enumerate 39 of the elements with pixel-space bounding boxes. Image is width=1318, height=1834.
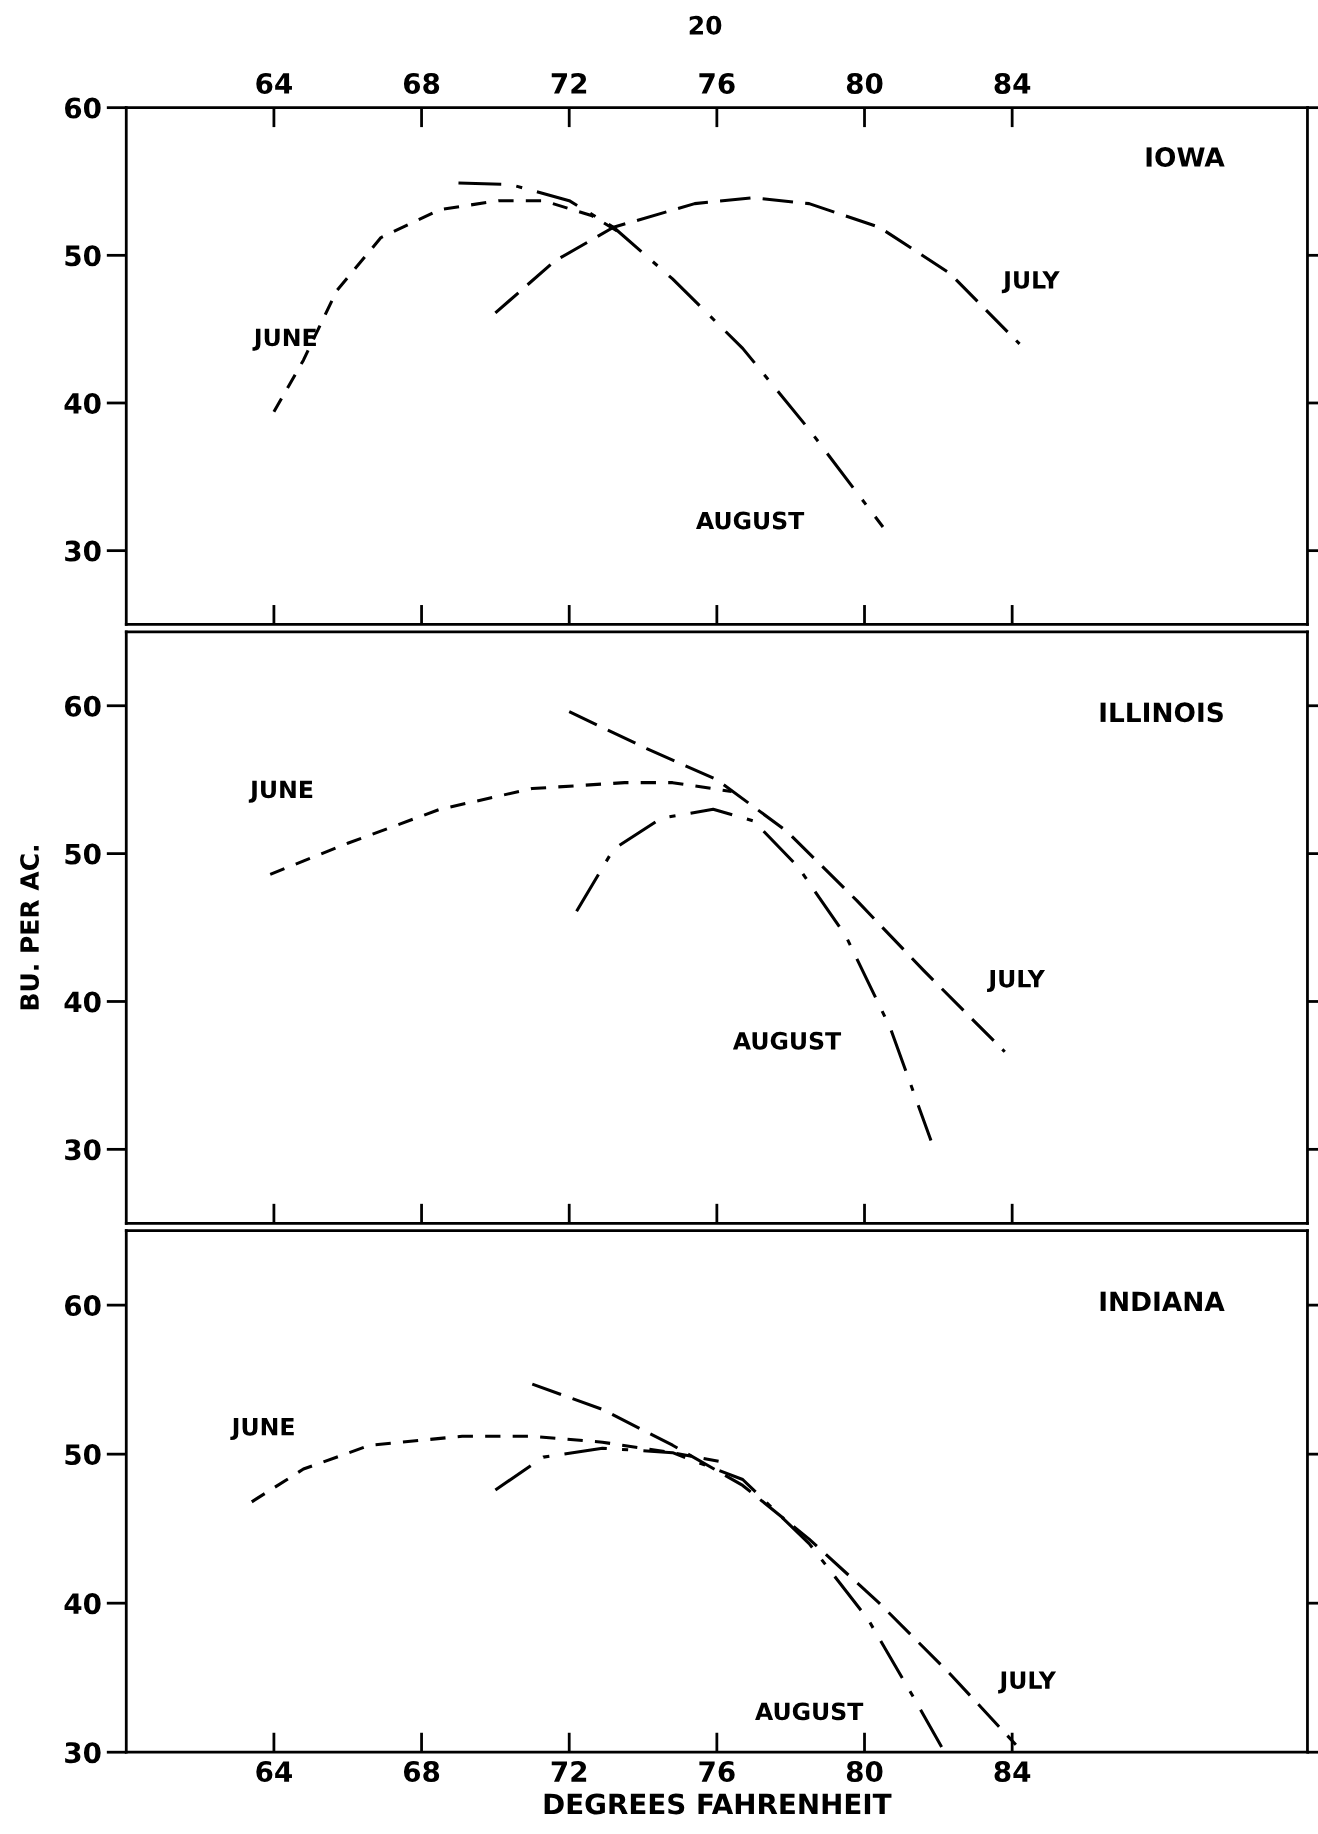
y-tick-label: 60 — [65, 1295, 101, 1317]
x-tick-label: 84 — [994, 72, 1031, 94]
y-tick-label: 50 — [65, 245, 101, 267]
y-tick-label: 30 — [65, 1742, 101, 1764]
text: 20 — [689, 15, 722, 35]
series-label: JULY — [987, 970, 1046, 993]
x-tick-label: 72 — [551, 1761, 587, 1782]
text: AUGUST — [696, 511, 805, 530]
x-tick-label: 80 — [846, 72, 883, 94]
y-tick-label: 30 — [65, 540, 101, 562]
series-label: JUNE — [252, 328, 316, 351]
x-tick-label: 76 — [699, 72, 735, 94]
y-tick-label: 50 — [65, 843, 101, 865]
x-tick-label: 64 — [256, 72, 292, 94]
series-label: AUGUST — [755, 1702, 864, 1721]
x-tick-label: 68 — [403, 1761, 440, 1783]
y-tick-label: 40 — [64, 1593, 101, 1615]
series-label: AUGUST — [732, 1031, 842, 1050]
text: ILLINOIS — [1100, 702, 1223, 723]
series-label: JULY — [1001, 271, 1060, 294]
y-axis-title: BU. PER AC. — [20, 846, 40, 1010]
text: IOWA — [1146, 147, 1225, 167]
y-tick-label: 30 — [65, 1139, 101, 1161]
x-tick-label: 64 — [256, 1761, 292, 1783]
series-label: JUNE — [230, 1418, 294, 1441]
x-tick-label: 72 — [551, 72, 587, 94]
x-axis-title: DEGREES FAHRENHEIT — [544, 1793, 892, 1815]
x-tick-label: 84 — [994, 1761, 1031, 1783]
y-tick-label: 50 — [65, 1444, 101, 1466]
series-label: JULY — [998, 1671, 1057, 1694]
x-tick-label: 76 — [699, 1761, 735, 1783]
x-tick-label: 80 — [846, 1761, 883, 1783]
y-tick-label: 40 — [64, 392, 101, 414]
y-tick-label: 60 — [65, 695, 101, 717]
x-tick-label: 68 — [403, 72, 440, 94]
text: INDIANA — [1100, 1291, 1225, 1311]
text: JUNE — [248, 780, 313, 803]
y-tick-label: 40 — [64, 991, 101, 1013]
y-tick-label: 60 — [65, 97, 101, 119]
